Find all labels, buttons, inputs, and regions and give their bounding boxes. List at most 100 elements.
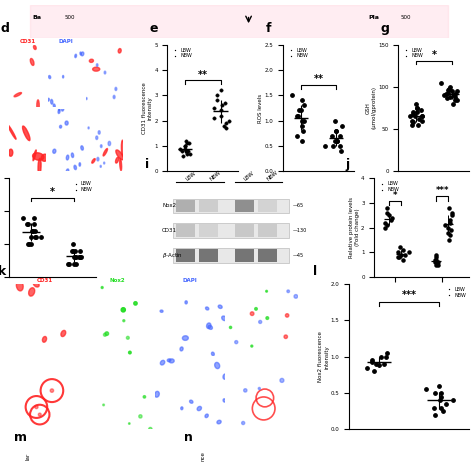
Legend: LBW, NBW: LBW, NBW: [70, 181, 93, 193]
Ellipse shape: [255, 308, 257, 310]
Ellipse shape: [160, 310, 163, 312]
FancyBboxPatch shape: [258, 200, 277, 212]
Ellipse shape: [89, 59, 93, 63]
Point: [395, 254, 402, 261]
Text: LBW: LBW: [185, 170, 198, 181]
Ellipse shape: [104, 162, 105, 164]
Point: [375, 362, 383, 369]
Point: [329, 142, 337, 150]
Point: [72, 260, 80, 267]
FancyBboxPatch shape: [176, 249, 195, 262]
Point: [406, 113, 414, 120]
Ellipse shape: [58, 107, 60, 110]
Point: [446, 204, 453, 212]
Point: [417, 107, 425, 114]
Point: [433, 254, 440, 261]
Point: [295, 107, 303, 114]
Ellipse shape: [75, 54, 77, 58]
Ellipse shape: [207, 323, 211, 328]
Ellipse shape: [98, 131, 100, 134]
Point: [413, 109, 420, 116]
Ellipse shape: [51, 100, 53, 104]
Point: [25, 240, 32, 248]
Ellipse shape: [169, 359, 174, 363]
Point: [445, 236, 453, 244]
Point: [223, 125, 230, 132]
Point: [218, 86, 225, 94]
Text: CD31: CD31: [162, 228, 177, 233]
Ellipse shape: [217, 420, 221, 424]
Point: [328, 132, 335, 140]
Ellipse shape: [88, 127, 89, 129]
Ellipse shape: [180, 347, 183, 351]
FancyBboxPatch shape: [258, 224, 277, 237]
Point: [372, 360, 379, 368]
Ellipse shape: [182, 336, 188, 340]
Point: [409, 121, 416, 128]
Ellipse shape: [47, 98, 49, 101]
Ellipse shape: [250, 312, 254, 316]
Point: [413, 104, 421, 112]
Point: [71, 260, 78, 267]
Text: NBW: NBW: [209, 169, 222, 181]
Text: ***: ***: [436, 186, 449, 195]
Point: [418, 113, 426, 120]
Ellipse shape: [190, 400, 193, 403]
Ellipse shape: [42, 337, 46, 342]
Point: [394, 254, 401, 261]
Point: [409, 109, 417, 116]
Text: Ba: Ba: [32, 15, 41, 19]
Point: [446, 219, 454, 227]
Ellipse shape: [266, 291, 267, 292]
Ellipse shape: [61, 330, 66, 337]
Point: [422, 386, 430, 393]
Title: CD31: CD31: [20, 39, 36, 44]
Point: [444, 229, 452, 237]
FancyBboxPatch shape: [173, 248, 290, 263]
Point: [332, 117, 339, 125]
Ellipse shape: [14, 92, 21, 97]
Point: [294, 112, 301, 119]
Point: [446, 231, 453, 239]
Point: [394, 248, 401, 256]
Point: [64, 260, 72, 267]
Point: [30, 220, 38, 228]
Circle shape: [50, 389, 54, 392]
Point: [380, 360, 387, 368]
Ellipse shape: [23, 126, 30, 141]
Y-axis label: CD31 fluorescence
intensity: CD31 fluorescence intensity: [142, 82, 153, 134]
Point: [183, 150, 191, 157]
Point: [382, 224, 389, 231]
Point: [293, 132, 301, 140]
Ellipse shape: [53, 104, 55, 108]
FancyBboxPatch shape: [176, 200, 195, 212]
Text: i: i: [145, 158, 149, 172]
Ellipse shape: [118, 48, 121, 53]
Point: [414, 121, 422, 128]
Point: [213, 97, 220, 104]
Ellipse shape: [235, 341, 238, 344]
Point: [383, 353, 390, 360]
Point: [31, 227, 39, 235]
Point: [338, 122, 346, 129]
Ellipse shape: [205, 414, 208, 418]
Point: [23, 220, 30, 228]
Circle shape: [35, 405, 38, 409]
Point: [451, 93, 459, 101]
Point: [443, 94, 451, 101]
Legend: LBW, NBW: LBW, NBW: [170, 47, 193, 59]
FancyBboxPatch shape: [258, 249, 277, 262]
Ellipse shape: [251, 345, 253, 347]
Point: [383, 221, 391, 229]
Point: [369, 359, 376, 366]
Point: [401, 251, 409, 258]
Ellipse shape: [81, 52, 84, 56]
Point: [225, 117, 233, 125]
Point: [439, 408, 447, 415]
Text: 500: 500: [64, 15, 75, 19]
Point: [69, 247, 77, 255]
FancyBboxPatch shape: [200, 224, 218, 237]
Ellipse shape: [53, 149, 56, 153]
Point: [450, 100, 457, 108]
Point: [337, 147, 345, 155]
